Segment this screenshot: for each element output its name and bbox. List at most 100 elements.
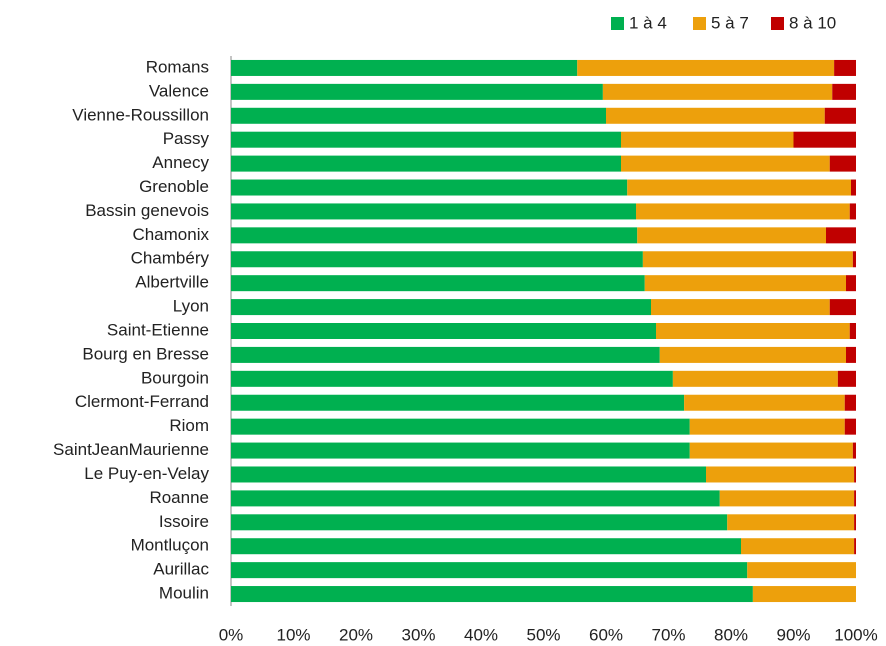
bar-segment — [854, 514, 856, 531]
bar-segment — [642, 251, 853, 268]
legend-swatch — [771, 17, 784, 30]
bar-segment — [844, 394, 856, 411]
bar-segment — [231, 370, 673, 387]
category-label: Grenoble — [139, 177, 209, 196]
bar-segment — [231, 394, 685, 411]
bar-segment — [621, 131, 794, 148]
bar-segment — [793, 131, 856, 148]
x-tick-label: 80% — [714, 625, 748, 644]
x-tick-label: 20% — [339, 625, 373, 644]
bar-segment — [231, 466, 706, 483]
category-label: Issoire — [159, 512, 209, 531]
bar-segment — [656, 323, 850, 339]
category-label: Riom — [169, 416, 209, 435]
legend-label: 5 à 7 — [711, 13, 749, 32]
category-label: Annecy — [152, 153, 209, 172]
bar-segment — [602, 83, 833, 100]
bar-segment — [231, 203, 636, 220]
bar-segment — [837, 370, 856, 387]
category-label: Chamonix — [132, 225, 209, 244]
category-label: Roanne — [149, 488, 209, 507]
bar-segment — [231, 538, 741, 555]
bar-segment — [854, 490, 856, 507]
bar-segment — [231, 83, 603, 100]
bar-segment — [231, 323, 656, 339]
x-tick-label: 70% — [651, 625, 685, 644]
category-label: Clermont-Ferrand — [75, 392, 209, 411]
bar-segment — [747, 562, 856, 579]
x-tick-label: 10% — [276, 625, 310, 644]
x-tick-label: 0% — [219, 625, 244, 644]
bar-segment — [659, 346, 846, 363]
bar-segment — [829, 299, 856, 316]
category-label: Saint-Etienne — [107, 320, 209, 339]
bar-segment — [231, 418, 690, 435]
bar-segment — [844, 418, 856, 435]
bar-segment — [824, 107, 856, 124]
bar-segment — [231, 155, 621, 172]
legend-label: 8 à 10 — [789, 13, 836, 32]
bar-segment — [231, 490, 720, 507]
bar-segment — [231, 514, 728, 531]
bar-segment — [854, 538, 856, 555]
bar-segment — [849, 323, 856, 339]
bar-segment — [644, 275, 846, 292]
bar-segment — [231, 251, 643, 268]
bar-segment — [627, 179, 851, 196]
legend-label: 1 à 4 — [629, 13, 667, 32]
bar-segment — [637, 227, 826, 244]
category-label: Bassin genevois — [85, 201, 209, 220]
bar-segment — [719, 490, 855, 507]
bar-segment — [231, 442, 690, 459]
category-label: Passy — [163, 129, 210, 148]
x-tick-label: 40% — [464, 625, 498, 644]
category-label: Le Puy-en-Velay — [84, 464, 209, 483]
bar-segment — [826, 227, 856, 244]
bar-segment — [752, 586, 856, 603]
bar-segment — [231, 227, 638, 244]
bar-segment — [852, 251, 856, 268]
bar-segment — [621, 155, 830, 172]
category-label: Aurillac — [153, 560, 209, 579]
category-label: Romans — [146, 57, 209, 76]
bar-segment — [231, 59, 578, 76]
category-label: Montluçon — [131, 536, 209, 555]
bar-segment — [689, 442, 853, 459]
bar-segment — [231, 299, 651, 316]
bar-segment — [849, 203, 856, 220]
bar-segment — [832, 83, 856, 100]
bar-segment — [741, 538, 855, 555]
legend-swatch — [693, 17, 706, 30]
bar-segment — [606, 107, 825, 124]
legend-swatch — [611, 17, 624, 30]
bar-segment — [231, 346, 660, 363]
bar-segment — [829, 155, 856, 172]
category-label: Valence — [149, 81, 209, 100]
bar-segment — [231, 275, 645, 292]
bar-segment — [846, 275, 856, 292]
x-tick-label: 50% — [526, 625, 560, 644]
category-label: Moulin — [159, 584, 209, 603]
bar-segment — [834, 59, 856, 76]
x-tick-label: 30% — [401, 625, 435, 644]
bar-segment — [854, 466, 856, 483]
category-label: Lyon — [173, 297, 209, 316]
bar-segment — [846, 346, 856, 363]
x-tick-label: 100% — [834, 625, 877, 644]
bar-segment — [727, 514, 855, 531]
bar-segment — [852, 442, 856, 459]
category-label: Bourgoin — [141, 368, 209, 387]
bar-segment — [577, 59, 835, 76]
bar-segment — [231, 562, 748, 579]
bar-segment — [851, 179, 856, 196]
bar-segment — [672, 370, 838, 387]
bar-segment — [651, 299, 830, 316]
x-tick-label: 60% — [589, 625, 623, 644]
bar-segment — [684, 394, 845, 411]
x-tick-label: 90% — [776, 625, 810, 644]
bar-segment — [231, 131, 621, 148]
bar-segment — [706, 466, 855, 483]
bar-segment — [231, 179, 628, 196]
category-label: Chambéry — [131, 249, 210, 268]
